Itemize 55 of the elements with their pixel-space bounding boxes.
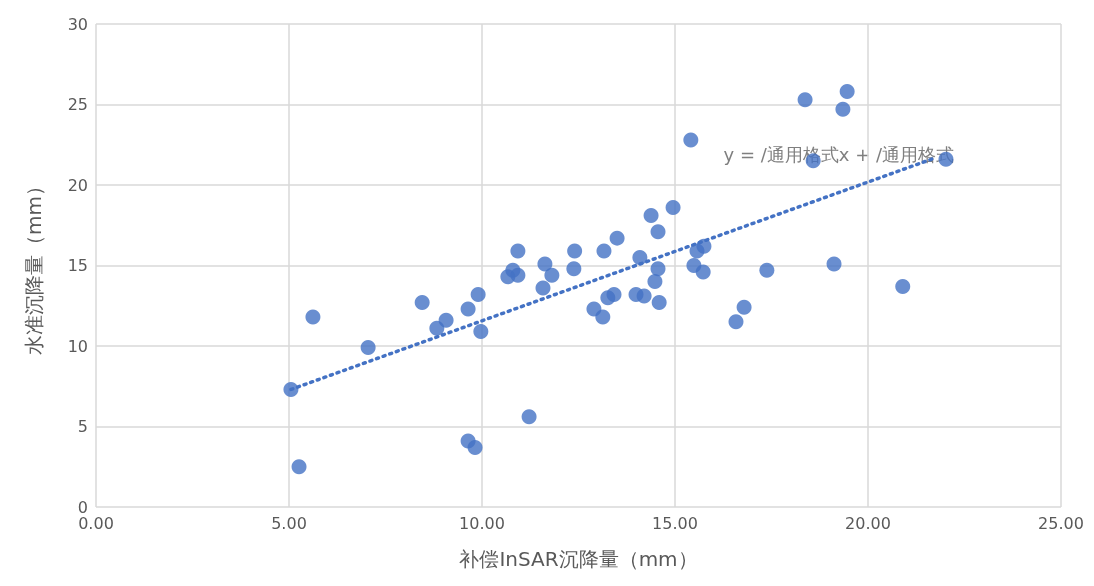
point — [360, 340, 376, 356]
point — [839, 84, 855, 100]
point — [665, 200, 681, 216]
point — [567, 243, 583, 259]
point — [606, 286, 622, 302]
point — [632, 249, 648, 265]
point — [835, 101, 851, 117]
point — [650, 224, 666, 240]
point — [467, 439, 483, 455]
point — [596, 243, 612, 259]
point — [566, 261, 582, 277]
x-axis-title: 补偿InSAR沉降量（mm） — [459, 547, 698, 571]
x-tick-label: 15.00 — [652, 513, 698, 533]
point — [283, 381, 299, 397]
y-tick-label: 15 — [67, 256, 88, 275]
point — [759, 262, 775, 278]
point — [537, 256, 553, 272]
point — [510, 243, 526, 259]
point — [683, 132, 699, 148]
y-tick-label: 5 — [77, 417, 88, 436]
point — [414, 295, 430, 311]
point — [544, 267, 560, 283]
y-tick-label: 25 — [67, 95, 88, 114]
point — [696, 238, 712, 254]
y-tick-label: 10 — [67, 336, 88, 356]
point — [521, 409, 537, 425]
x-tick-label: 10.00 — [459, 513, 505, 533]
y-tick-label: 30 — [67, 14, 88, 34]
point — [609, 230, 625, 246]
point — [643, 208, 659, 224]
point — [651, 295, 667, 311]
point — [895, 278, 911, 294]
point — [647, 274, 663, 290]
point — [736, 299, 752, 315]
point — [473, 324, 489, 340]
point — [438, 312, 454, 328]
point — [291, 459, 307, 475]
point — [636, 288, 652, 304]
point — [650, 261, 666, 277]
point — [470, 286, 486, 302]
point — [510, 267, 526, 283]
point — [695, 264, 711, 280]
point — [429, 320, 445, 336]
point — [826, 256, 842, 272]
point — [728, 314, 744, 330]
x-tick-label: 5.00 — [271, 513, 307, 533]
y-axis-title: 水准沉降量（mm） — [22, 176, 46, 355]
point — [595, 309, 611, 325]
point — [797, 92, 813, 108]
point — [305, 309, 321, 325]
x-tick-label: 20.00 — [845, 513, 891, 533]
x-tick-label: 25.00 — [1038, 513, 1084, 533]
point — [535, 280, 551, 296]
point — [460, 301, 476, 317]
y-tick-label: 20 — [67, 175, 88, 195]
